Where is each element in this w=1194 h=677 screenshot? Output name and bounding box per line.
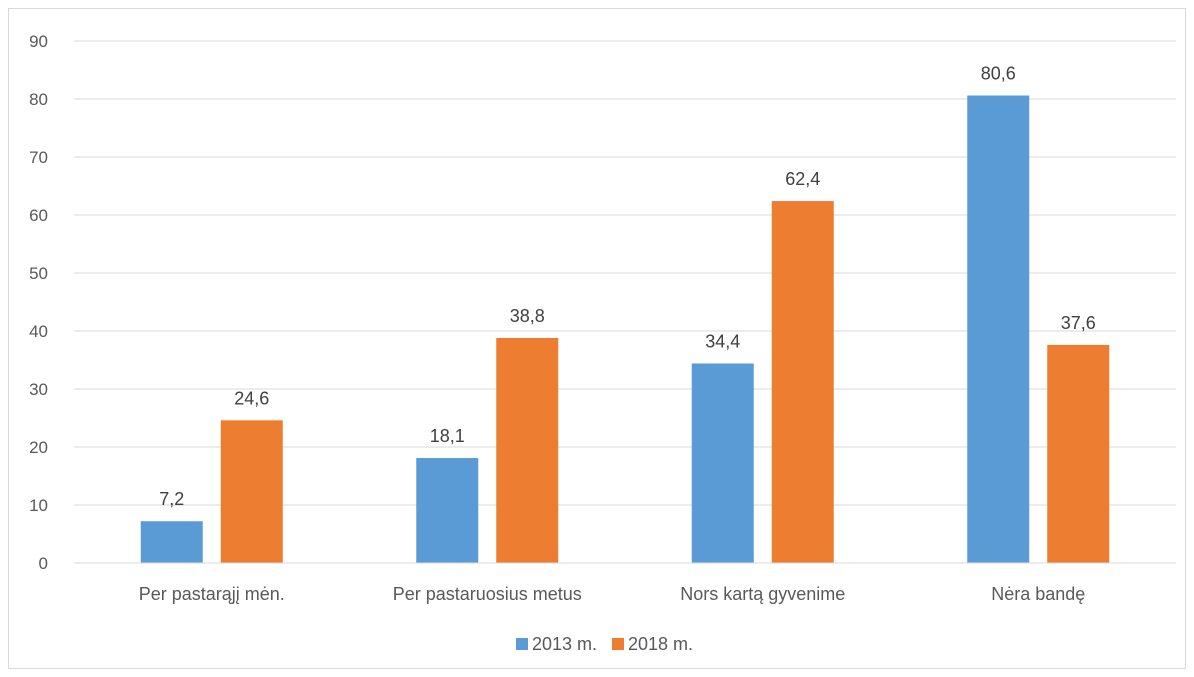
bar-2018 — [771, 201, 834, 563]
data-label: 37,6 — [1061, 313, 1096, 333]
y-tick-label: 0 — [39, 554, 48, 573]
bar-2018 — [220, 420, 283, 563]
bar-2013 — [691, 363, 754, 563]
bar-2013 — [967, 95, 1030, 564]
y-tick-label: 40 — [29, 322, 48, 341]
y-tick-label: 20 — [29, 438, 48, 457]
x-category-label: Per pastaruosius metus — [393, 584, 582, 604]
data-labels: 7,2 24,6 18,1 38,8 34,4 62,4 80,6 37,6 — [159, 64, 1096, 510]
legend-label: 2013 m. — [532, 634, 597, 654]
bar-2018 — [1047, 344, 1110, 563]
bar-2013 — [416, 458, 479, 563]
x-category-label: Nėra bandę — [991, 584, 1085, 604]
data-label: 34,4 — [705, 331, 740, 351]
data-label: 38,8 — [510, 306, 545, 326]
y-tick-label: 60 — [29, 206, 48, 225]
x-category-label: Per pastarąjį mėn. — [139, 584, 285, 604]
y-tick-label: 50 — [29, 264, 48, 283]
bars — [140, 95, 1110, 564]
y-axis: 0 10 20 30 40 50 60 70 80 90 — [29, 32, 48, 573]
legend-swatch — [516, 638, 528, 650]
data-label: 80,6 — [981, 64, 1016, 84]
y-tick-label: 10 — [29, 496, 48, 515]
y-tick-label: 30 — [29, 380, 48, 399]
y-tick-label: 80 — [29, 90, 48, 109]
bar-2013 — [140, 521, 203, 563]
data-label: 7,2 — [159, 489, 184, 509]
data-label: 18,1 — [430, 426, 465, 446]
x-axis: Per pastarąjį mėn. Per pastaruosius metus… — [74, 562, 1176, 604]
legend-swatch — [612, 638, 624, 650]
data-label: 24,6 — [234, 388, 269, 408]
y-tick-label: 90 — [29, 32, 48, 51]
data-label: 62,4 — [785, 169, 820, 189]
x-category-label: Nors kartą gyvenime — [680, 584, 845, 604]
legend: 2013 m. 2018 m. — [516, 634, 693, 654]
legend-label: 2018 m. — [628, 634, 693, 654]
y-tick-label: 70 — [29, 148, 48, 167]
bar-2018 — [496, 337, 559, 563]
